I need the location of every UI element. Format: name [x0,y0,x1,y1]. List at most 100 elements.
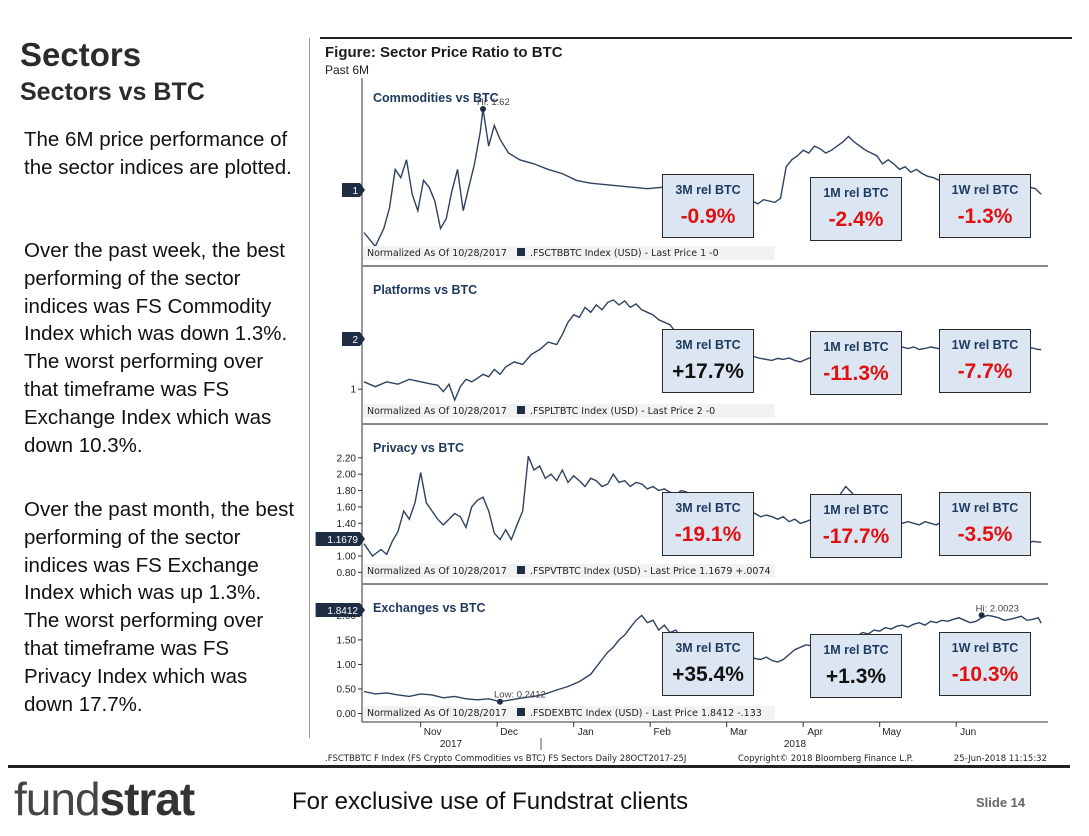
last-price-tag [342,332,360,346]
y-tick-label: 0.80 [337,568,357,579]
figure-source: .FSCTBBTC F Index (FS Crypto Commodities… [325,754,686,764]
performance-box: 3M rel BTC -19.1% [662,492,754,556]
extreme-marker [978,612,985,619]
performance-box-value: -1.3% [957,205,1013,228]
legend-swatch [517,406,525,414]
x-year-label: 2017 [440,739,463,750]
figure-copyright: Copyright© 2018 Bloomberg Finance L.P. [738,754,913,764]
x-tick-label: Jun [960,727,976,738]
panel-title: Platforms vs BTC [373,283,477,297]
y-tick-label: 2.00 [337,470,357,481]
extreme-marker [497,698,503,705]
legend-entry: .FSPLTBTC Index (USD) - Last Price 2 -0 [530,406,715,417]
performance-box-value: +1.3% [825,665,887,688]
performance-box-value: -11.3% [823,362,889,385]
performance-box-value: +35.4% [672,663,744,686]
figure-top-rule [320,37,1072,39]
performance-box-value: +17.7% [672,360,744,383]
performance-box: 1M rel BTC +1.3% [810,634,902,698]
footer-rule [8,765,1070,768]
legend-entry: .FSCTBBTC Index (USD) - Last Price 1 -0 [530,248,719,259]
x-tick-label: Jan [578,727,594,738]
performance-box: 1M rel BTC -2.4% [810,177,902,241]
extreme-label: Hi: 1.62 [477,97,510,108]
performance-box-label: 1W rel BTC [951,501,1019,515]
performance-box-value: -0.9% [680,205,736,228]
last-price-tag [342,183,360,197]
intro-paragraph: The 6M price performance of the sector i… [24,128,292,179]
series-line [363,614,1042,703]
monthly-summary-paragraph: Over the past month, the best performing… [24,498,295,716]
x-tick-label: Dec [500,727,518,738]
y-tick-label: 1.00 [337,552,357,563]
legend-entry: .FSPVTBTC Index (USD) - Last Price 1.167… [530,566,771,577]
last-price-tag-label: 2 [352,335,358,346]
legend-strip [363,564,775,578]
performance-box-value: -3.5% [957,523,1013,546]
panel-title: Commodities vs BTC [373,91,499,105]
performance-box-label: 3M rel BTC [675,501,741,515]
performance-box: 1M rel BTC -11.3% [810,331,902,395]
normalized-note: Normalized As Of 10/28/2017 [367,708,507,719]
last-price-tag [315,603,360,617]
figure-timestamp: 25-Jun-2018 11:15:32 [954,754,1047,764]
performance-box: 1M rel BTC -17.7% [810,494,902,558]
performance-box-label: 1W rel BTC [951,338,1019,352]
x-year-label: 2018 [784,739,807,750]
last-price-tag-pointer [360,603,365,617]
performance-box-label: 1M rel BTC [823,186,889,200]
performance-box: 1W rel BTC -7.7% [939,329,1031,393]
extreme-marker [480,105,486,112]
y-tick-label: 1.60 [337,502,357,513]
figure-period: Past 6M [325,63,370,77]
normalized-note: Normalized As Of 10/28/2017 [367,248,507,259]
performance-box: 3M rel BTC -0.9% [662,174,754,238]
normalized-note: Normalized As Of 10/28/2017 [367,566,507,577]
performance-box-value: -19.1% [674,523,742,546]
weekly-summary-paragraph: Over the past week, the best performing … [24,239,288,457]
extreme-label: Hi: 2.0023 [976,603,1019,614]
y-tick-label: 0.00 [337,709,357,720]
extreme-label: Low: 0.2412 [494,690,546,701]
y-tick-label: 0.50 [337,685,357,696]
performance-box-value: -7.7% [957,360,1013,383]
last-price-tag-pointer [360,532,365,546]
y-tick-label: 1 [350,385,356,396]
performance-box-value: -17.7% [822,525,890,548]
y-tick-label: 2.20 [337,453,357,464]
x-tick-label: Feb [654,727,672,738]
footer-disclaimer: For exclusive use of Fundstrat clients [292,788,689,815]
performance-box: 1W rel BTC -3.5% [939,492,1031,556]
performance-box-label: 3M rel BTC [675,338,741,352]
performance-box-label: 1W rel BTC [951,183,1019,197]
performance-box: 1W rel BTC -10.3% [939,632,1031,696]
figure-title: Figure: Sector Price Ratio to BTC [325,44,563,61]
legend-strip [363,404,775,418]
performance-box-label: 1M rel BTC [823,643,889,657]
performance-box-label: 1M rel BTC [823,340,889,354]
performance-box-label: 1M rel BTC [823,503,889,517]
last-price-tag-pointer [360,332,365,346]
slide-number: Slide 14 [976,795,1026,810]
last-price-tag-label: 1.8412 [327,606,358,617]
performance-box-value: -2.4% [828,208,884,231]
performance-box-label: 3M rel BTC [675,183,741,197]
panel-title: Privacy vs BTC [373,441,464,455]
last-price-tag [315,532,360,546]
legend-swatch [517,708,525,716]
last-price-tag-label: 1 [352,186,358,197]
column-divider [309,38,310,738]
fundstrat-logo: fundstrat [14,773,195,825]
y-tick-label: 1.80 [337,486,357,497]
performance-box: 1W rel BTC -1.3% [939,174,1031,238]
x-tick-label: Nov [424,727,442,738]
page-title: Sectors [20,36,142,73]
y-tick-label: 1.40 [337,519,357,530]
performance-box: 3M rel BTC +17.7% [662,329,754,393]
last-price-tag-label: 1.1679 [327,535,358,546]
legend-entry: .FSDEXBTC Index (USD) - Last Price 1.841… [530,708,762,719]
legend-swatch [517,566,525,574]
x-tick-label: Mar [730,727,748,738]
page-subtitle: Sectors vs BTC [20,78,205,106]
